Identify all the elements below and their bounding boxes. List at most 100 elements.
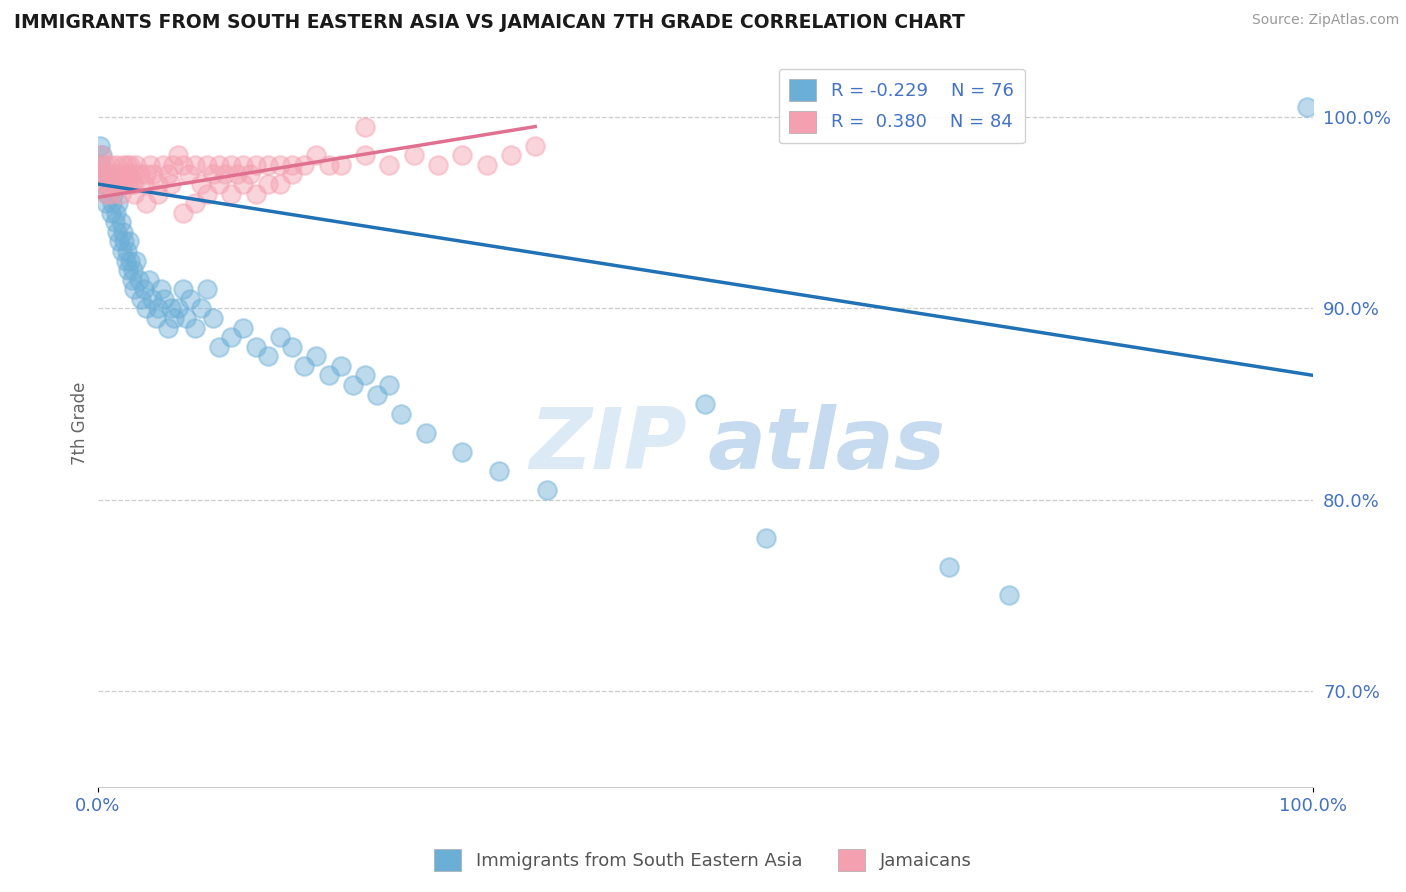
Point xyxy=(129,168,152,182)
Point xyxy=(998,589,1021,603)
Point xyxy=(329,359,352,373)
Point xyxy=(354,120,377,134)
Point xyxy=(938,559,960,574)
Point xyxy=(112,177,135,191)
Point xyxy=(202,310,225,325)
Point xyxy=(162,158,184,172)
Point xyxy=(103,168,125,182)
Point xyxy=(172,158,194,172)
Point xyxy=(117,263,139,277)
Point xyxy=(184,158,207,172)
Point xyxy=(104,215,127,229)
Point xyxy=(96,168,118,182)
Point xyxy=(135,196,157,211)
Point xyxy=(122,177,145,191)
Point xyxy=(107,196,129,211)
Point xyxy=(195,282,218,296)
Point xyxy=(94,168,117,182)
Legend: Immigrants from South Eastern Asia, Jamaicans: Immigrants from South Eastern Asia, Jama… xyxy=(427,842,979,879)
Point xyxy=(94,158,117,172)
Point xyxy=(536,483,558,498)
Point xyxy=(451,148,474,162)
Point xyxy=(214,168,236,182)
Point xyxy=(138,273,160,287)
Point xyxy=(93,177,115,191)
Point xyxy=(305,349,328,363)
Point xyxy=(100,205,122,219)
Point xyxy=(391,407,413,421)
Point xyxy=(117,177,139,191)
Point xyxy=(221,158,243,172)
Point xyxy=(269,177,291,191)
Point xyxy=(108,235,131,249)
Point xyxy=(184,196,207,211)
Point xyxy=(132,177,155,191)
Point xyxy=(148,177,170,191)
Point xyxy=(91,168,114,182)
Point xyxy=(245,158,267,172)
Point xyxy=(232,320,254,334)
Point xyxy=(402,148,425,162)
Point xyxy=(118,235,141,249)
Point xyxy=(269,158,291,172)
Point xyxy=(166,148,188,162)
Point xyxy=(152,158,174,172)
Point xyxy=(120,253,142,268)
Point xyxy=(111,244,134,258)
Point xyxy=(114,168,136,182)
Point xyxy=(89,158,111,172)
Point xyxy=(101,177,124,191)
Point xyxy=(318,368,340,383)
Point xyxy=(166,301,188,316)
Point xyxy=(256,158,278,172)
Point xyxy=(184,320,207,334)
Point xyxy=(112,225,135,239)
Point xyxy=(142,168,165,182)
Point xyxy=(125,158,148,172)
Point xyxy=(329,158,352,172)
Point xyxy=(125,253,148,268)
Point xyxy=(366,387,388,401)
Point xyxy=(202,168,225,182)
Point xyxy=(238,168,260,182)
Point xyxy=(378,378,401,392)
Point xyxy=(131,292,153,306)
Point xyxy=(163,310,186,325)
Point xyxy=(245,340,267,354)
Point xyxy=(97,168,120,182)
Point xyxy=(755,531,778,545)
Point xyxy=(90,158,112,172)
Point xyxy=(148,301,170,316)
Point xyxy=(112,235,135,249)
Point xyxy=(451,445,474,459)
Point xyxy=(149,282,172,296)
Text: Source: ZipAtlas.com: Source: ZipAtlas.com xyxy=(1251,13,1399,28)
Point xyxy=(281,168,304,182)
Point xyxy=(121,273,143,287)
Point xyxy=(305,148,328,162)
Point xyxy=(96,186,118,201)
Point xyxy=(342,378,364,392)
Point xyxy=(232,177,254,191)
Point xyxy=(132,282,155,296)
Point xyxy=(208,177,231,191)
Point xyxy=(89,138,111,153)
Point xyxy=(115,244,138,258)
Point xyxy=(111,177,134,191)
Point xyxy=(104,158,127,172)
Text: atlas: atlas xyxy=(709,403,946,486)
Point xyxy=(118,168,141,182)
Point xyxy=(135,168,157,182)
Point xyxy=(115,158,138,172)
Point xyxy=(121,177,143,191)
Point xyxy=(190,177,212,191)
Point xyxy=(427,158,450,172)
Point xyxy=(221,330,243,344)
Point xyxy=(98,177,121,191)
Point xyxy=(378,158,401,172)
Point xyxy=(110,186,132,201)
Point xyxy=(128,273,150,287)
Point xyxy=(159,301,181,316)
Point xyxy=(524,138,547,153)
Point xyxy=(101,196,124,211)
